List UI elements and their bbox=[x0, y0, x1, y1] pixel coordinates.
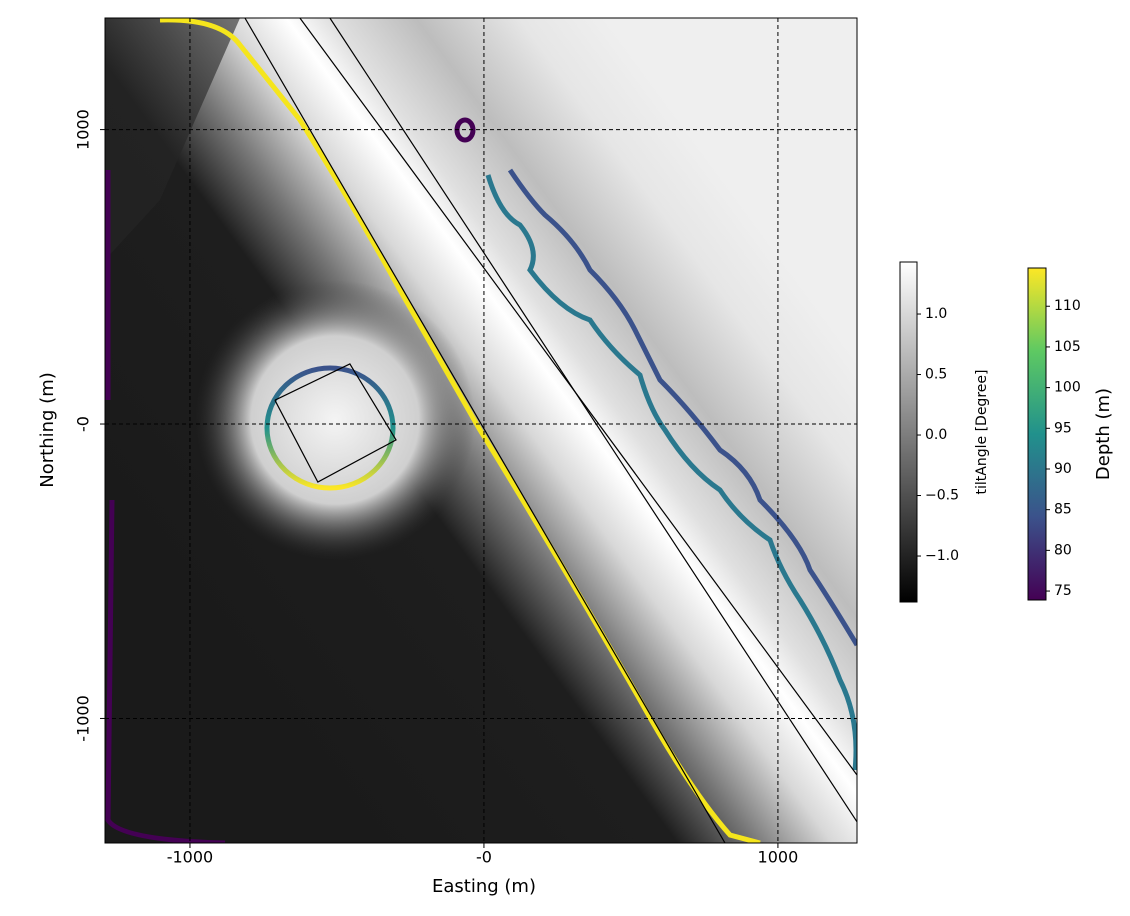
contour-line bbox=[274, 363, 397, 483]
colorbar bbox=[899, 261, 918, 603]
colorbar-tick-label: 80 bbox=[1054, 542, 1072, 558]
x-tick-label: -1000 bbox=[167, 848, 214, 867]
x-tick-label: 1000 bbox=[758, 848, 799, 867]
axes-frame bbox=[104, 17, 858, 844]
colorbar bbox=[1027, 267, 1047, 601]
tilt-anomaly bbox=[195, 280, 475, 560]
depth-trace bbox=[507, 168, 857, 647]
colorbar-tick-label: 105 bbox=[1054, 339, 1081, 355]
colorbar-tick-label: 0.0 bbox=[925, 427, 947, 443]
colorbar-tick-label: 75 bbox=[1054, 583, 1072, 599]
colorbar-tick-label: −1.0 bbox=[925, 548, 959, 564]
y-tick-label: 1000 bbox=[74, 109, 93, 150]
contours bbox=[244, 18, 857, 843]
colorbar-tick-label: 85 bbox=[1054, 502, 1072, 518]
tilt-shade bbox=[105, 18, 240, 260]
contour-line bbox=[244, 18, 726, 843]
colorbar-tick-label: −0.5 bbox=[925, 488, 959, 504]
colorbar-tick-label: 90 bbox=[1054, 461, 1072, 477]
colorbar-label: tiltAngle [Degree] bbox=[974, 370, 990, 495]
y-axis-label: Northing (m) bbox=[37, 372, 58, 487]
colorbar-tick-label: 95 bbox=[1054, 420, 1072, 436]
colorbar-tick-label: 0.5 bbox=[925, 367, 947, 383]
colorbar-tick-label: 110 bbox=[1054, 298, 1081, 314]
depth-trace bbox=[485, 174, 857, 771]
contour-line bbox=[329, 18, 857, 823]
plot-area bbox=[105, 18, 857, 843]
x-tick-label: -0 bbox=[476, 848, 492, 867]
colorbar-tick-label: 100 bbox=[1054, 380, 1081, 396]
x-axis-label: Easting (m) bbox=[432, 876, 536, 897]
depth-trace bbox=[105, 170, 226, 843]
y-tick-label: -0 bbox=[74, 416, 93, 432]
y-tick-label: -1000 bbox=[74, 695, 93, 742]
depth-trace bbox=[264, 365, 396, 491]
depth-trace bbox=[159, 18, 761, 843]
colorbar-label: Depth (m) bbox=[1093, 388, 1114, 480]
colorbar-tick-label: 1.0 bbox=[925, 306, 947, 322]
